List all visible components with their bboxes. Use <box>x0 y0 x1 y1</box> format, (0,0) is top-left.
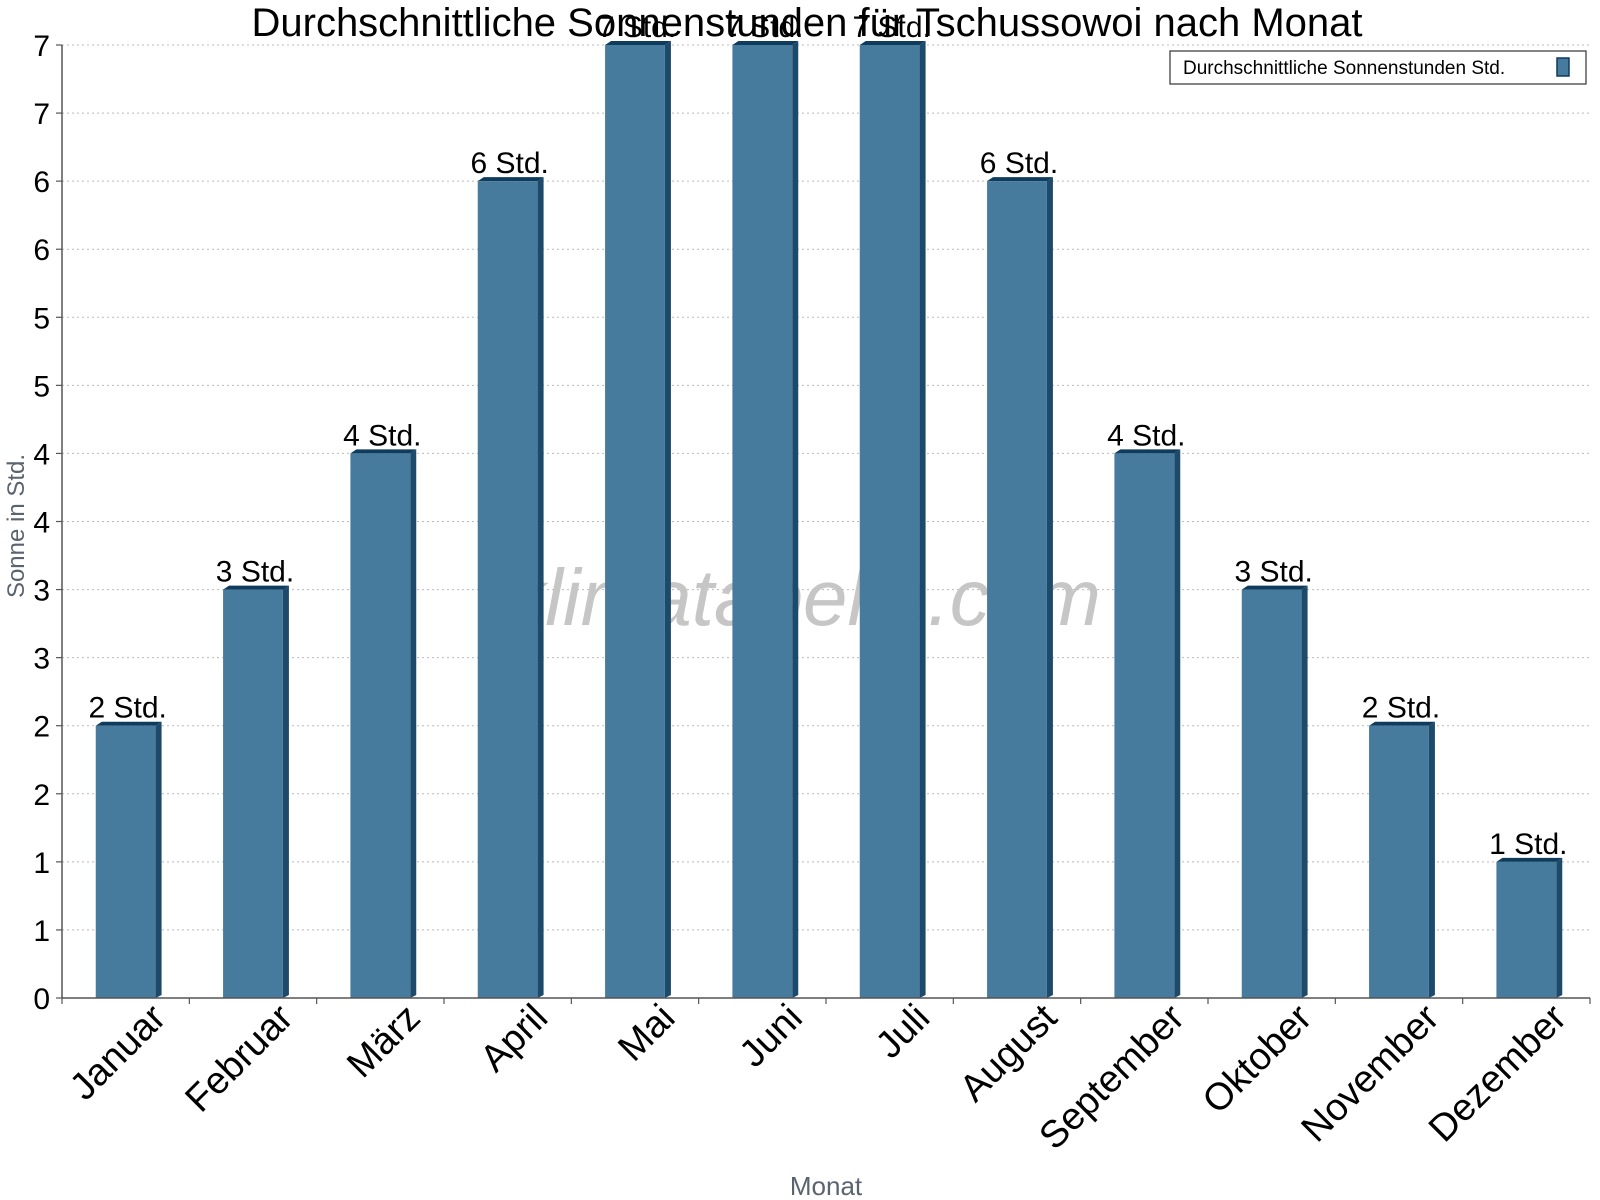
y-ticks: 0 1 1 2 2 3 3 4 4 5 5 6 6 7 7 <box>33 30 62 1016</box>
bar-group: 7 Std. <box>598 11 676 998</box>
y-tick-label: 5 <box>33 302 50 335</box>
bar-side <box>282 585 289 998</box>
x-tick-label: August <box>952 996 1066 1110</box>
bar-side <box>537 177 544 999</box>
bar-value-label: 1 Std. <box>1489 828 1567 861</box>
bar-value-label: 2 Std. <box>88 692 166 725</box>
bar-top <box>1369 721 1435 726</box>
bar <box>859 45 920 998</box>
x-tick-label: Februar <box>178 996 302 1120</box>
bar-value-label: 6 Std. <box>980 147 1058 180</box>
bar-group: 2 Std. <box>88 692 167 998</box>
y-tick-label: 6 <box>33 166 50 199</box>
bar-group: 7 Std. <box>725 11 804 998</box>
bar-top <box>350 449 417 454</box>
bars: 2 Std. 3 Std. 4 Std. 6 Std. 7 Std. 7 Std. 7 St… <box>88 11 1568 999</box>
x-tick-label: Januar <box>62 996 174 1108</box>
bar <box>1114 453 1175 998</box>
bar-group: 4 Std. <box>343 419 422 998</box>
bar <box>477 181 538 999</box>
x-tick-label: Juni <box>732 997 811 1076</box>
bar-value-label: 7 Std. <box>852 11 930 44</box>
bar <box>987 181 1047 999</box>
bar-top <box>732 41 799 45</box>
bar-top <box>1241 585 1308 590</box>
y-tick-label: 6 <box>33 234 50 267</box>
bar <box>732 45 793 998</box>
bar-value-label: 4 Std. <box>343 419 421 452</box>
bar-side <box>155 721 162 998</box>
x-tick-label: Dezember <box>1421 996 1575 1150</box>
bar-top <box>477 177 544 182</box>
bar-group: 6 Std. <box>470 147 549 999</box>
y-tick-label: 4 <box>33 438 50 471</box>
legend-box <box>1169 50 1587 85</box>
bar <box>1496 861 1557 998</box>
x-tick-label: November <box>1294 996 1448 1150</box>
legend-swatch <box>1556 57 1570 77</box>
x-tick-label: Juli <box>868 997 938 1067</box>
bar-top <box>859 41 926 45</box>
x-tick-label: Oktober <box>1195 996 1321 1122</box>
bar-value-label: 4 Std. <box>1107 419 1185 452</box>
x-axis-title: Monat <box>790 1171 863 1200</box>
bar-side <box>1046 177 1053 999</box>
chart-title: Durchschnittliche Sonnenstunden für Tsch… <box>251 1 1362 45</box>
bar-side <box>1301 585 1308 998</box>
legend-label: Durchschnittliche Sonnenstunden Std. <box>1183 58 1505 79</box>
y-tick-label: 7 <box>33 98 50 131</box>
bar-side <box>664 41 671 998</box>
bar-side <box>410 449 417 998</box>
bar-group: 1 Std. <box>1489 828 1568 998</box>
y-tick-label: 7 <box>33 30 50 63</box>
bar-top <box>95 721 162 726</box>
bar-group: 3 Std. <box>216 556 294 998</box>
legend: Durchschnittliche Sonnenstunden Std. <box>1169 50 1587 85</box>
y-tick-label: 3 <box>33 643 50 676</box>
x-tick-label: Mai <box>610 997 683 1070</box>
bar-value-label: 3 Std. <box>216 556 294 589</box>
y-tick-label: 0 <box>33 983 50 1016</box>
x-tick-label: März <box>339 997 428 1086</box>
bar-top <box>1114 449 1181 454</box>
y-tick-label: 4 <box>33 507 50 540</box>
y-tick-label: 1 <box>33 847 50 880</box>
axes <box>61 45 1590 999</box>
bar <box>1369 725 1429 998</box>
y-tick-label: 3 <box>33 575 50 608</box>
bar <box>1241 589 1302 998</box>
bar-value-label: 7 Std. <box>598 11 676 44</box>
grid-lines <box>62 44 1590 931</box>
bar-top <box>1496 857 1563 862</box>
y-tick-label: 2 <box>33 711 50 744</box>
x-tick-label: April <box>473 997 556 1080</box>
x-ticks: Januar Februar März April Mai Juni Juli AugustS… <box>61 996 1591 1158</box>
bar <box>605 45 665 998</box>
bar-top <box>605 41 671 45</box>
bar-group: 2 Std. <box>1362 692 1440 998</box>
bar-side <box>792 41 799 998</box>
bar-value-label: 2 Std. <box>1362 692 1440 725</box>
bar-top <box>223 585 289 590</box>
y-tick-label: 5 <box>33 370 50 403</box>
bar <box>350 453 411 998</box>
bar-side <box>1174 449 1181 998</box>
bar-side <box>1428 721 1435 998</box>
bar-group: 4 Std. <box>1107 419 1186 998</box>
bar-value-label: 6 Std. <box>470 147 548 180</box>
bar-value-label: 7 Std. <box>725 11 803 44</box>
y-tick-label: 2 <box>33 779 50 812</box>
bar-top <box>987 177 1053 182</box>
bar-side <box>919 41 926 998</box>
bar-value-label: 3 Std. <box>1234 556 1312 589</box>
y-tick-label: 1 <box>33 915 50 948</box>
bar-group: 3 Std. <box>1234 556 1313 998</box>
bar <box>223 589 283 998</box>
y-axis-title: Sonne in Std. <box>3 454 30 598</box>
bar-side <box>1556 857 1563 998</box>
bar-group: 6 Std. <box>980 147 1058 999</box>
bar <box>95 725 156 998</box>
bar-group: 7 Std. <box>852 11 931 998</box>
